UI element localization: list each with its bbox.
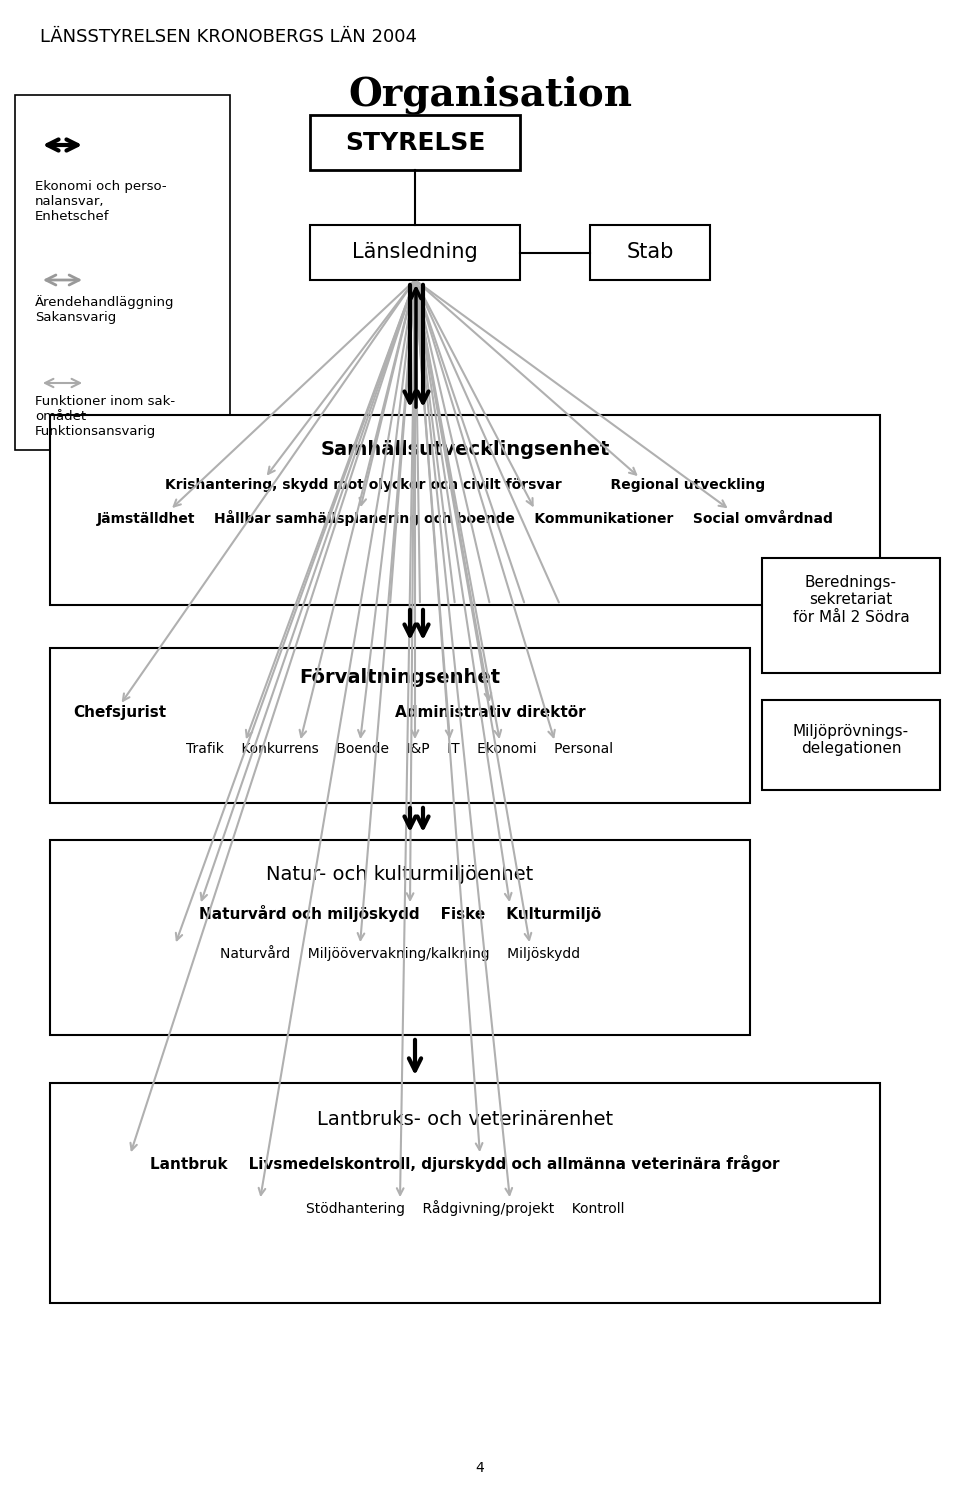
Bar <box>762 700 940 791</box>
Text: Natur- och kulturmiljöenhet: Natur- och kulturmiljöenhet <box>266 865 534 884</box>
Text: Ärendehandläggning
Sakansvarig: Ärendehandläggning Sakansvarig <box>35 295 175 325</box>
Text: Funktioner inom sak-
omådet
Funktionsansvarig: Funktioner inom sak- omådet Funktionsans… <box>35 395 175 438</box>
Text: Organisation: Organisation <box>348 74 632 113</box>
Text: Naturvård och miljöskydd    Fiske    Kulturmiljö: Naturvård och miljöskydd Fiske Kulturmil… <box>199 905 601 922</box>
Bar <box>50 840 750 1035</box>
Text: Lantbruk    Livsmedelskontroll, djurskydd och allmänna veterinära frågor: Lantbruk Livsmedelskontroll, djurskydd o… <box>151 1155 780 1172</box>
Text: Miljöprövnings-
delegationen: Miljöprövnings- delegationen <box>793 724 909 756</box>
Bar <box>50 415 880 605</box>
Text: Stab: Stab <box>626 243 674 262</box>
Text: Administrativ direktör: Administrativ direktör <box>395 704 586 721</box>
Text: Trafik    Konkurrens    Boende    I&P    IT    Ekonomi    Personal: Trafik Konkurrens Boende I&P IT Ekonomi … <box>186 742 613 756</box>
Text: LÄNSSTYRELSEN KRONOBERGS LÄN 2004: LÄNSSTYRELSEN KRONOBERGS LÄN 2004 <box>40 28 417 46</box>
Text: Jämställdhet    Hållbar samhällsplanering och boende    Kommunikationer    Socia: Jämställdhet Hållbar samhällsplanering o… <box>97 511 833 526</box>
Text: Naturvård    Miljöövervakning/kalkning    Miljöskydd: Naturvård Miljöövervakning/kalkning Milj… <box>220 946 580 960</box>
Text: Krishantering, skydd mot olyckor och civilt försvar          Regional utveckling: Krishantering, skydd mot olyckor och civ… <box>165 478 765 491</box>
Text: STYRELSE: STYRELSE <box>345 131 485 155</box>
Bar <box>50 1083 880 1303</box>
Text: Chefsjurist: Chefsjurist <box>73 704 167 721</box>
Text: Länsledning: Länsledning <box>352 243 478 262</box>
Bar <box>762 558 940 673</box>
Text: Förvaltningsenhet: Förvaltningsenhet <box>300 669 500 686</box>
Text: 4: 4 <box>475 1461 485 1476</box>
Text: Ekonomi och perso-
nalansvar,
Enhetschef: Ekonomi och perso- nalansvar, Enhetschef <box>35 180 167 223</box>
Text: Samhällsutvecklingsenhet: Samhällsutvecklingsenhet <box>321 441 610 459</box>
Text: Stödhantering    Rådgivning/projekt    Kontroll: Stödhantering Rådgivning/projekt Kontrol… <box>305 1200 624 1217</box>
Bar <box>310 115 520 170</box>
Text: Berednings-
sekretariat
för Mål 2 Södra: Berednings- sekretariat för Mål 2 Södra <box>793 575 909 625</box>
Text: Lantbruks- och veterinärenhet: Lantbruks- och veterinärenhet <box>317 1109 613 1129</box>
Bar <box>50 648 750 803</box>
Bar <box>310 225 520 280</box>
Bar <box>15 95 230 450</box>
Bar <box>590 225 710 280</box>
